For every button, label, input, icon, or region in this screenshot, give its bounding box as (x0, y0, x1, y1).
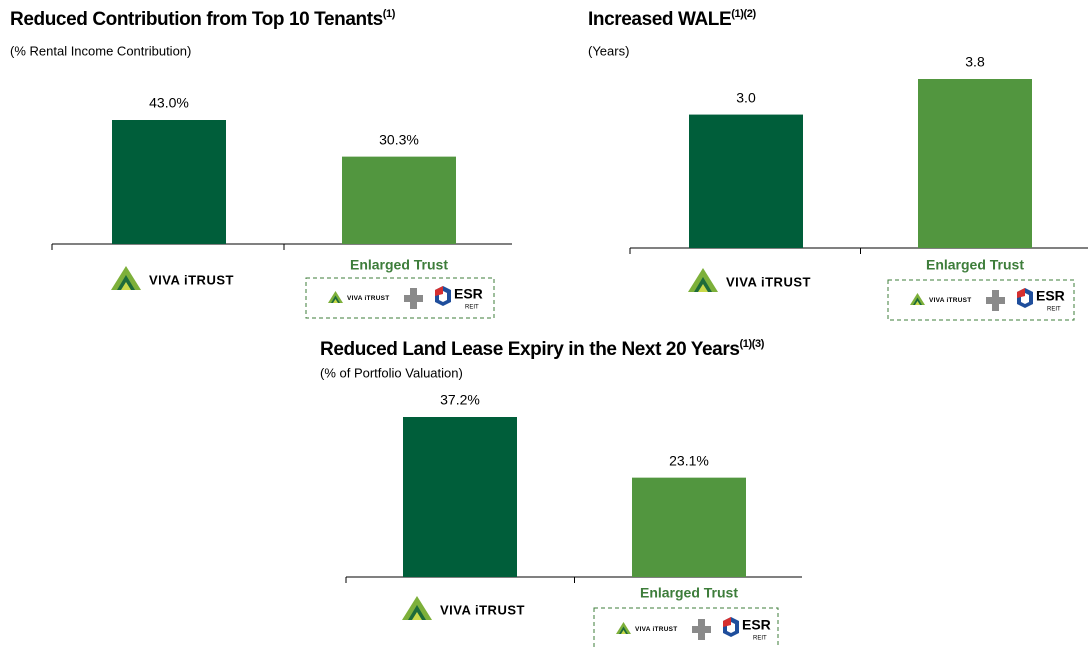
viva-logo: VIVA iTRUST (616, 622, 677, 634)
logo-icon (412, 612, 422, 620)
esr-logo: ESR REIT (435, 286, 483, 311)
value-label: 23.1% (669, 452, 709, 468)
title-text: Reduced Land Lease Expiry in the Next 20… (320, 339, 740, 360)
esr-icon (1017, 288, 1025, 298)
viva-logo: VIVA iTRUST (688, 268, 811, 292)
logo-box (305, 277, 495, 319)
bar (112, 120, 226, 244)
esr-sub: REIT (1047, 307, 1061, 313)
logo-text: VIVA iTRUST (929, 297, 971, 304)
bar (403, 417, 517, 577)
esr-text: ESR (1036, 288, 1065, 304)
value-label: 3.8 (965, 54, 985, 70)
logo-icon (698, 284, 708, 292)
value-label: 37.2% (440, 392, 480, 408)
bar (632, 477, 746, 577)
esr-text: ESR (454, 286, 483, 302)
chart-subtitle: (% of Portfolio Valuation) (320, 365, 463, 380)
bar (342, 156, 456, 244)
plus-icon (404, 288, 423, 309)
value-label: 30.3% (379, 131, 419, 147)
viva-logo: VIVA iTRUST (111, 266, 234, 290)
bar (918, 79, 1032, 248)
title-superscript: (1)(2) (731, 8, 756, 20)
chart-title: Increased WALE(1)(2) (588, 8, 757, 30)
logo-icon (333, 299, 338, 303)
title-superscript: (1) (383, 8, 396, 20)
viva-logo: VIVA iTRUST (402, 596, 525, 620)
title-text: Increased WALE (588, 9, 731, 30)
logo-text: VIVA iTRUST (440, 602, 525, 617)
viva-logo: VIVA iTRUST (910, 293, 971, 305)
plus-icon (986, 290, 1005, 311)
category-label: Enlarged Trust (640, 585, 738, 601)
chart-title: Reduced Land Lease Expiry in the Next 20… (320, 338, 765, 360)
category-label: Enlarged Trust (926, 257, 1024, 273)
esr-logo: ESR REIT (723, 617, 771, 642)
logo-text: VIVA iTRUST (726, 274, 811, 289)
value-label: 43.0% (149, 95, 189, 111)
title-superscript: (1)(3) (740, 338, 765, 350)
esr-sub: REIT (753, 636, 767, 642)
logo-icon (121, 282, 131, 290)
chart-subtitle: (% Rental Income Contribution) (10, 43, 191, 58)
chart-subtitle: (Years) (588, 43, 629, 58)
esr-icon (723, 617, 731, 627)
bar (689, 114, 803, 248)
logo-box (887, 279, 1075, 321)
logo-text: VIVA iTRUST (347, 295, 389, 302)
viva-logo: VIVA iTRUST (328, 291, 389, 303)
chart-title: Reduced Contribution from Top 10 Tenants… (10, 8, 396, 30)
esr-icon (435, 286, 443, 296)
esr-text: ESR (742, 617, 771, 633)
logo-icon (621, 630, 626, 634)
title-text: Reduced Contribution from Top 10 Tenants (10, 9, 383, 30)
value-label: 3.0 (736, 89, 756, 105)
logo-box (593, 607, 779, 648)
plus-icon (692, 619, 711, 640)
logo-icon (915, 301, 920, 305)
logo-text: VIVA iTRUST (635, 626, 677, 633)
esr-logo: ESR REIT (1017, 288, 1065, 313)
esr-sub: REIT (465, 305, 479, 311)
logo-text: VIVA iTRUST (149, 272, 234, 287)
category-label: Enlarged Trust (350, 257, 448, 273)
